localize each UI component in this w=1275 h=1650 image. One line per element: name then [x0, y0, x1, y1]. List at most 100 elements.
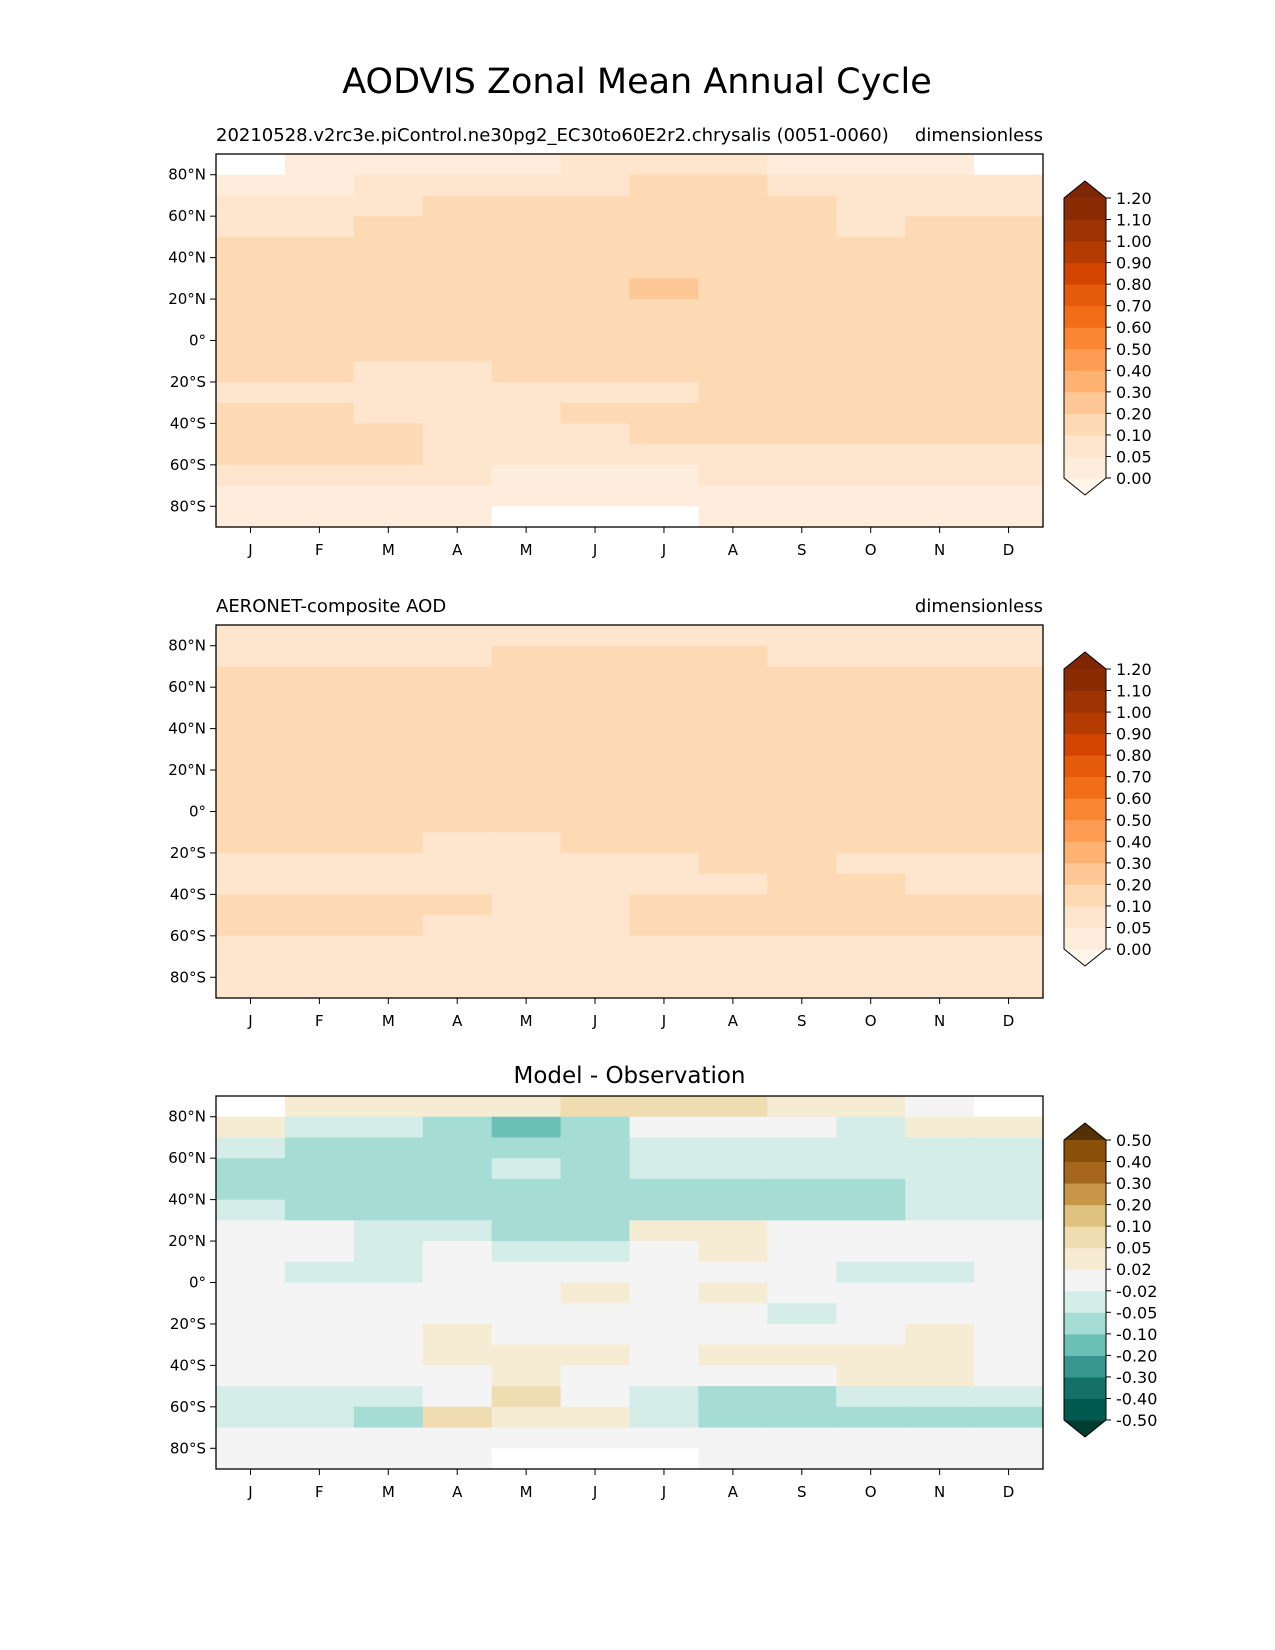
- heatmap-cell: [284, 464, 355, 487]
- heatmap-cell: [905, 361, 975, 383]
- heatmap-cell: [560, 464, 631, 487]
- panel-title-left: 20210528.v2rc3e.piControl.ne30pg2_EC30to…: [216, 125, 889, 146]
- heatmap-cell: [353, 873, 424, 895]
- heatmap-cell: [836, 299, 906, 321]
- heatmap-cell: [216, 340, 286, 362]
- heatmap-cell: [422, 894, 493, 916]
- heatmap-cell: [698, 707, 768, 730]
- heatmap-cell: [974, 464, 1044, 487]
- y-tick-label: 80°S: [170, 968, 206, 986]
- colorbar-segment: [1064, 284, 1106, 307]
- heatmap-cell: [836, 257, 906, 279]
- heatmap-cell: [629, 1386, 700, 1408]
- panel-title-center: Model - Observation: [513, 1063, 745, 1089]
- heatmap-cell: [698, 977, 768, 999]
- heatmap-cell: [905, 1178, 975, 1201]
- heatmap-cell: [767, 811, 837, 833]
- heatmap-cell: [974, 811, 1044, 833]
- colorbar-segment: [1064, 841, 1106, 864]
- heatmap-cell: [767, 402, 837, 424]
- heatmap-cell: [698, 423, 768, 445]
- heatmap-cell: [353, 1199, 424, 1221]
- heatmap-cell: [629, 687, 700, 709]
- heatmap-cell: [422, 1137, 493, 1159]
- heatmap-cell: [974, 977, 1044, 999]
- heatmap-cell: [216, 728, 286, 750]
- colorbar-tick-label: 0.10: [1116, 426, 1152, 445]
- heatmap-cell: [767, 1178, 837, 1201]
- heatmap-cell: [698, 1096, 768, 1118]
- heatmap-cell: [905, 1386, 975, 1408]
- heatmap-cell: [422, 1116, 493, 1139]
- heatmap-cell: [767, 1137, 837, 1159]
- heatmap-cell: [216, 625, 286, 647]
- heatmap-cell: [905, 977, 975, 999]
- heatmap-cell: [560, 1096, 631, 1118]
- heatmap-cell: [629, 666, 700, 688]
- heatmap-cell: [974, 299, 1044, 321]
- heatmap-cell: [216, 935, 286, 958]
- heatmap-cell: [284, 1261, 355, 1284]
- heatmap-cell: [560, 1303, 631, 1325]
- heatmap-cell: [698, 174, 768, 197]
- y-tick-label: 60°N: [168, 1149, 206, 1167]
- heatmap-cell: [629, 707, 700, 730]
- heatmap-cell: [422, 485, 493, 507]
- heatmap-cell: [836, 790, 906, 813]
- heatmap-cell: [560, 485, 631, 507]
- heatmap-cell: [974, 381, 1044, 404]
- heatmap-cell: [216, 894, 286, 916]
- heatmap-cell: [284, 1344, 355, 1366]
- heatmap-cell: [905, 1303, 975, 1325]
- colorbar-tick-label: 0.40: [1116, 832, 1152, 851]
- heatmap-cell: [905, 1323, 975, 1346]
- heatmap-cell: [905, 1116, 975, 1139]
- heatmap-cell: [905, 216, 975, 238]
- heatmap-cell: [905, 1406, 975, 1429]
- heatmap-cell: [284, 1137, 355, 1159]
- heatmap-cell: [284, 645, 355, 668]
- heatmap-cell: [491, 381, 562, 404]
- heatmap-cell: [698, 935, 768, 958]
- heatmap-cell: [560, 506, 631, 528]
- colorbar-segment: [1064, 1183, 1106, 1206]
- heatmap-cell: [560, 873, 631, 895]
- heatmap-cell: [491, 195, 562, 217]
- colorbar-tick-label: 0.50: [1116, 1131, 1152, 1150]
- heatmap-cell: [353, 687, 424, 709]
- colorbar-tick-label: -0.02: [1116, 1282, 1157, 1301]
- heatmap-cell: [216, 1365, 286, 1387]
- heatmap-cell: [422, 832, 493, 854]
- heatmap-cell: [353, 1096, 424, 1118]
- colorbar-tick-label: 0.80: [1116, 275, 1152, 294]
- heatmap-cell: [974, 1303, 1044, 1325]
- heatmap-cell: [491, 506, 562, 528]
- colorbar-tick-label: -0.30: [1116, 1368, 1157, 1387]
- heatmap-cell: [698, 1365, 768, 1387]
- heatmap-cell: [836, 1386, 906, 1408]
- colorbar-extend-min: [1064, 949, 1106, 966]
- y-tick-label: 0°: [189, 1274, 206, 1292]
- heatmap-cell: [353, 299, 424, 321]
- colorbar-segment: [1064, 798, 1106, 821]
- colorbar-segment: [1064, 1290, 1106, 1313]
- heatmap-cell: [905, 625, 975, 647]
- heatmap-cell: [491, 1303, 562, 1325]
- heatmap-cell: [216, 216, 286, 238]
- colorbar-segment: [1064, 862, 1106, 885]
- heatmap-cell: [216, 1344, 286, 1366]
- heatmap-cell: [836, 707, 906, 730]
- heatmap-cell: [974, 423, 1044, 445]
- heatmap-cell: [629, 174, 700, 197]
- heatmap-cell: [629, 278, 700, 300]
- heatmap-cell: [836, 340, 906, 362]
- heatmap-cell: [629, 340, 700, 362]
- heatmap-cell: [216, 1096, 286, 1118]
- heatmap-cell: [560, 1448, 631, 1470]
- heatmap-cell: [491, 1261, 562, 1284]
- heatmap-cell: [836, 154, 906, 176]
- heatmap-cell: [836, 749, 906, 771]
- colorbar-segment: [1064, 219, 1106, 242]
- heatmap-cell: [353, 1116, 424, 1139]
- heatmap-cell: [836, 1261, 906, 1284]
